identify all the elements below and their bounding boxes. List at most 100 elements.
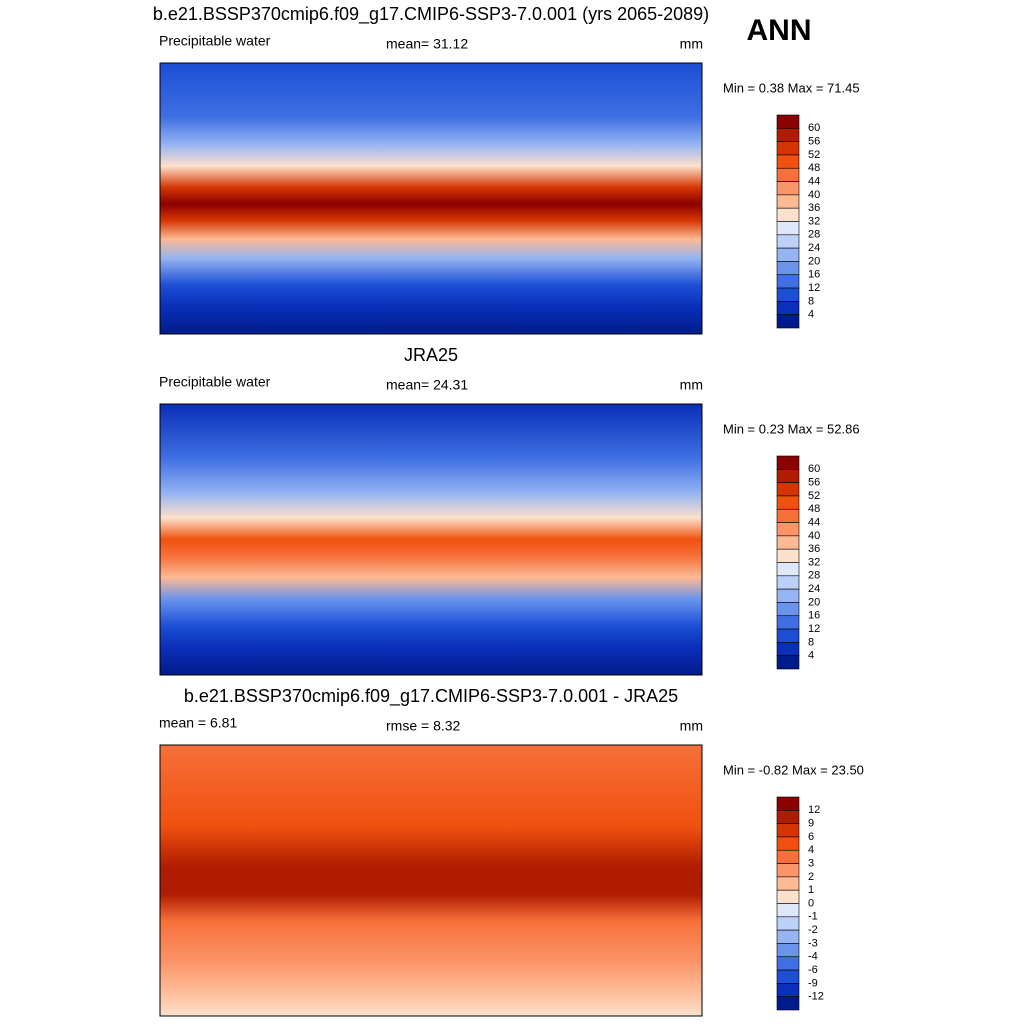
colorbar-label: 56 — [808, 136, 820, 148]
colorbar-box — [776, 642, 800, 656]
colorbar-box — [776, 602, 800, 617]
colorbar-label: 9 — [808, 818, 814, 830]
colorbar-label: 36 — [808, 202, 820, 214]
colorbar-label: 60 — [808, 122, 820, 134]
colorbar-box — [776, 823, 800, 838]
left-label: mean = 6.81 — [159, 715, 237, 731]
colorbar-label: 60 — [808, 463, 820, 475]
panel-title: JRA25 — [404, 345, 458, 365]
colorbar-label: 28 — [808, 229, 820, 241]
colorbar-box — [776, 849, 800, 864]
panels: b.e21.BSSP370cmip6.f09_g17.CMIP6-SSP3-7.… — [153, 4, 864, 1017]
colorbar-box — [776, 261, 800, 276]
colorbar-label: 40 — [808, 189, 820, 201]
colorbar-box — [776, 194, 800, 209]
colorbar-label: 20 — [808, 596, 820, 608]
colorbar-label: -12 — [808, 991, 824, 1003]
colorbar-label: 12 — [808, 282, 820, 294]
colorbar-label: 36 — [808, 543, 820, 555]
colorbar-box — [776, 508, 800, 523]
colorbar-label: 1 — [808, 884, 814, 896]
colorbar-label: 32 — [808, 556, 820, 568]
colorbar-label: -2 — [808, 924, 818, 936]
unit-label: mm — [680, 718, 703, 734]
center-label: rmse = 8.32 — [386, 718, 461, 734]
colorbar-box — [776, 522, 800, 537]
colorbar-box — [776, 114, 800, 129]
colorbar-box — [776, 128, 800, 142]
center-label: mean= 24.31 — [386, 377, 468, 393]
colorbar-box — [776, 314, 800, 329]
colorbar-label: 12 — [808, 623, 820, 635]
colorbar-box — [776, 469, 800, 483]
colorbar-box — [776, 903, 800, 918]
colorbar-label: 3 — [808, 857, 814, 869]
colorbar-label: 24 — [808, 583, 820, 595]
colorbar-label: 20 — [808, 255, 820, 267]
colorbar-label: 52 — [808, 149, 820, 161]
colorbar-box — [776, 287, 800, 302]
colorbar-box — [776, 207, 800, 222]
colorbar-box — [776, 575, 800, 590]
colorbar-label: 12 — [808, 804, 820, 816]
colorbar-label: 0 — [808, 897, 814, 909]
colorbar-label: 8 — [808, 636, 814, 648]
colorbar-box — [776, 956, 800, 971]
panel-title: b.e21.BSSP370cmip6.f09_g17.CMIP6-SSP3-7.… — [153, 4, 709, 25]
min-max: Min = 0.38 Max = 71.45 — [723, 80, 860, 95]
colorbar-label: -3 — [808, 937, 818, 949]
colorbar-box — [776, 495, 800, 510]
colorbar-box — [776, 455, 800, 470]
colorbar-box — [776, 221, 800, 236]
colorbar-label: 44 — [808, 175, 820, 187]
colorbar-box — [776, 983, 800, 997]
colorbar-label: 16 — [808, 610, 820, 622]
colorbar-label: -9 — [808, 977, 818, 989]
colorbar-box — [776, 482, 800, 497]
colorbar-box — [776, 562, 800, 577]
colorbar-label: 48 — [808, 162, 820, 174]
colorbar-box — [776, 535, 800, 550]
colorbar-box — [776, 916, 800, 931]
map-field — [159, 403, 703, 676]
colorbar-label: 2 — [808, 871, 814, 883]
panel-title: b.e21.BSSP370cmip6.f09_g17.CMIP6-SSP3-7.… — [184, 686, 678, 707]
colorbar-label: -1 — [808, 911, 818, 923]
map-field — [159, 744, 703, 1017]
colorbar-box — [776, 996, 800, 1011]
colorbar-box — [776, 876, 800, 891]
colorbar-label: 44 — [808, 516, 820, 528]
colorbar-box — [776, 889, 800, 904]
center-label: mean= 31.12 — [386, 36, 468, 52]
colorbar-label: 24 — [808, 242, 820, 254]
colorbar-box — [776, 628, 800, 643]
colorbar-box — [776, 929, 800, 944]
colorbar-label: 4 — [808, 309, 814, 321]
colorbar-box — [776, 796, 800, 811]
min-max: Min = 0.23 Max = 52.86 — [723, 421, 860, 436]
colorbar-label: 40 — [808, 530, 820, 542]
colorbar-label: -4 — [808, 951, 818, 963]
colorbar-label: 48 — [808, 503, 820, 515]
left-label: Precipitable water — [159, 374, 271, 390]
colorbar-box — [776, 247, 800, 262]
colorbar-box — [776, 181, 800, 196]
colorbar-label: 52 — [808, 490, 820, 502]
colorbar-label: 16 — [808, 269, 820, 281]
colorbar-box — [776, 969, 800, 984]
unit-label: mm — [680, 36, 703, 52]
colorbar-label: 4 — [808, 844, 814, 856]
colorbar-box — [776, 588, 800, 603]
colorbar-box — [776, 548, 800, 563]
left-label: Precipitable water — [159, 33, 271, 49]
colorbar-box — [776, 301, 800, 315]
colorbar-box — [776, 167, 800, 182]
colorbar-box — [776, 234, 800, 249]
colorbar-box — [776, 836, 800, 851]
colorbar-label: 8 — [808, 295, 814, 307]
colorbar-label: 56 — [808, 477, 820, 489]
min-max: Min = -0.82 Max = 23.50 — [723, 762, 864, 777]
map-field — [159, 62, 703, 335]
season-label: ANN — [747, 14, 812, 47]
